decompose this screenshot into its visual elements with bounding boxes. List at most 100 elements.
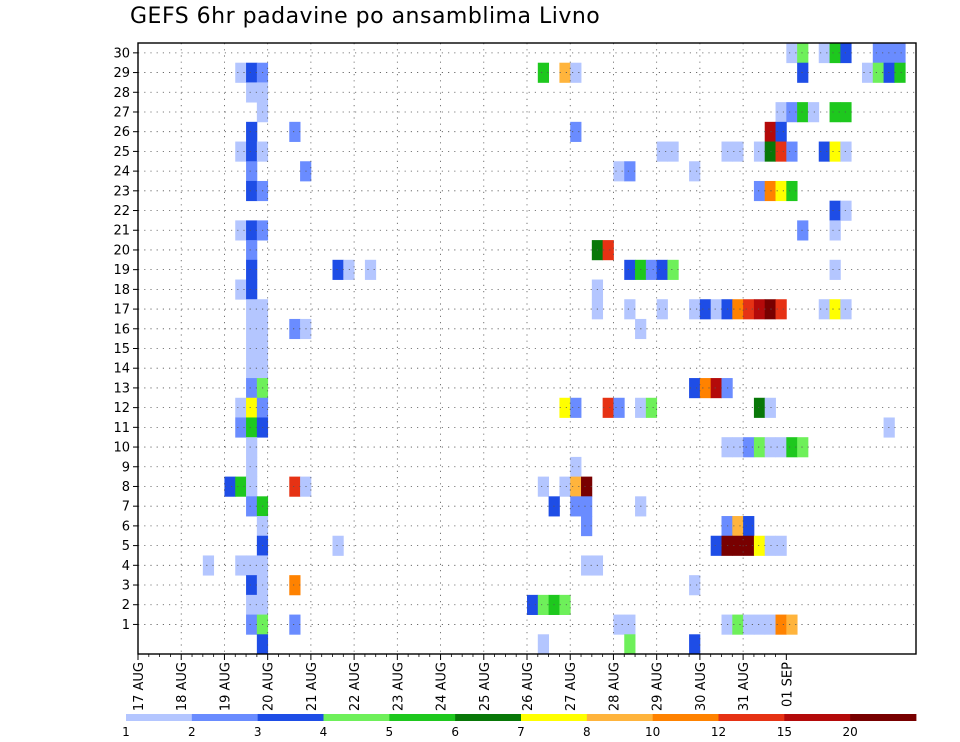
y-tick-label: 16: [113, 322, 130, 337]
y-tick-label: 18: [113, 283, 130, 298]
heatmap-cell: [710, 535, 722, 556]
heatmap-cell: [537, 594, 550, 615]
heatmap-cell: [224, 476, 236, 497]
x-tick-label: 28 AUG: [607, 662, 622, 711]
heatmap-cell: [246, 397, 258, 418]
heatmap-cell: [797, 43, 809, 64]
heatmap-cell: [775, 437, 787, 458]
heatmap-cell: [289, 614, 301, 635]
y-tick-label: 21: [113, 224, 130, 239]
heatmap-cell: [753, 180, 766, 202]
heatmap-cell: [246, 614, 258, 635]
heatmap-cell: [743, 516, 755, 537]
heatmap-cell: [613, 161, 625, 182]
heatmap-cell: [786, 43, 798, 64]
heatmap-cell: [581, 516, 593, 537]
y-tick-label: 15: [113, 342, 130, 357]
y-tick-label: 6: [122, 519, 130, 534]
heatmap-cell: [764, 614, 776, 635]
heatmap-cell: [246, 220, 258, 241]
y-tick-label: 12: [113, 401, 130, 416]
heatmap-cell: [570, 496, 582, 517]
x-tick-label: 27 AUG: [564, 662, 579, 711]
heatmap-cell: [613, 397, 625, 418]
heatmap-cell: [246, 456, 258, 478]
heatmap-cell: [559, 594, 571, 615]
heatmap-cell: [732, 516, 744, 537]
heatmap-cell: [570, 62, 582, 83]
colorbar-label: 5: [386, 725, 394, 739]
heatmap-cell: [797, 437, 809, 458]
heatmap-cell: [235, 417, 247, 438]
heatmap-cell: [235, 476, 247, 497]
colorbar-swatch: [784, 714, 851, 721]
x-tick-label: 01 SEP: [780, 662, 795, 707]
heatmap-cell: [246, 437, 258, 458]
heatmap-cell: [710, 378, 722, 399]
y-tick-label: 25: [113, 145, 130, 160]
heatmap-cell: [559, 62, 571, 83]
y-tick-label: 14: [113, 362, 130, 377]
heatmap-cell: [235, 141, 247, 162]
heatmap-cell: [289, 575, 301, 596]
heatmap-cell: [829, 43, 841, 64]
heatmap-cell: [235, 220, 247, 241]
heatmap-cell: [743, 299, 755, 320]
y-tick-label: 17: [113, 303, 130, 318]
heatmap-cell: [246, 476, 258, 497]
x-tick-label: 30 AUG: [694, 662, 709, 711]
y-tick-label: 8: [122, 480, 130, 495]
heatmap-cell: [861, 62, 874, 83]
heatmap-cell: [202, 555, 215, 576]
colorbar-swatch: [257, 714, 324, 721]
colorbar-swatch: [718, 714, 785, 721]
heatmap-cell: [894, 62, 906, 83]
heatmap-cell: [559, 397, 571, 418]
y-tick-label: 30: [113, 46, 130, 61]
colorbar-label: 3: [254, 725, 262, 739]
heatmap-cell: [775, 535, 787, 556]
heatmap-cell: [829, 259, 841, 280]
heatmap-cell: [235, 555, 247, 576]
heatmap-cell: [332, 259, 344, 280]
x-tick-label: 20 AUG: [262, 662, 277, 711]
heatmap-cell: [645, 259, 658, 280]
heatmap-cell: [246, 279, 258, 300]
heatmap-cell: [764, 141, 776, 162]
y-tick-label: 1: [122, 618, 130, 633]
colorbar-label: 6: [451, 725, 459, 739]
y-axis: 1234567891011121314151617181920212223242…: [113, 46, 138, 633]
heatmap-cell: [246, 161, 258, 182]
heatmap-cell: [732, 614, 744, 635]
y-tick-label: 23: [113, 184, 130, 199]
colorbar: 1 2 3 4 5 6 7 8 10 12 15 20: [122, 714, 917, 739]
heatmap-cell: [570, 397, 582, 418]
heatmap-cell: [829, 102, 841, 123]
heatmap-cell: [246, 240, 258, 261]
colorbar-swatch: [126, 714, 193, 721]
y-tick-label: 26: [113, 125, 130, 140]
heatmap-cell: [753, 535, 766, 556]
heatmap-cell: [818, 141, 830, 162]
x-tick-label: 23 AUG: [391, 662, 406, 711]
heatmap-cell: [764, 437, 776, 458]
y-tick-label: 3: [122, 579, 130, 594]
heatmap-cell: [775, 299, 787, 320]
heatmap-cell: [537, 62, 550, 83]
heatmap-cell: [570, 456, 582, 478]
x-tick-label: 26 AUG: [521, 662, 536, 711]
heatmap-cell: [246, 358, 258, 379]
heatmap-cell: [246, 121, 258, 142]
heatmap-cell: [775, 180, 787, 202]
heatmap-cell: [689, 378, 701, 399]
y-tick-label: 19: [113, 263, 130, 278]
colorbar-label: 10: [645, 725, 660, 739]
y-tick-label: 24: [113, 165, 130, 180]
heatmap-cell: [289, 476, 301, 497]
colorbar-label: 7: [517, 725, 525, 739]
heatmap-cell: [602, 240, 614, 261]
heatmap-cell: [246, 575, 258, 596]
heatmap-cell: [753, 614, 766, 635]
heatmap-cell: [732, 299, 744, 320]
heatmap-cell: [246, 259, 258, 280]
